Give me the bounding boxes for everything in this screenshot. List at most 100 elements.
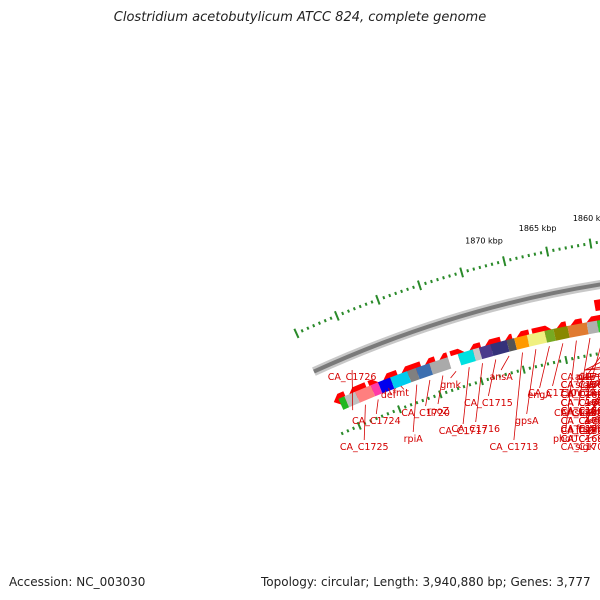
cog-segment	[407, 368, 420, 383]
ruler-minor-tick	[347, 309, 350, 313]
gene-leader-line	[526, 349, 537, 415]
ruler-minor-tick	[341, 311, 345, 316]
ruler-major-tick	[545, 246, 550, 257]
gene-leader-line	[412, 384, 418, 433]
gene-label: CA_C1680	[561, 424, 600, 435]
ruler-minor-tick	[442, 276, 445, 280]
ruler-minor-tick	[317, 321, 321, 325]
gene-label: CA_C1694	[561, 406, 600, 417]
inner-ruler-tick	[450, 388, 454, 393]
inner-ruler-tick	[492, 375, 496, 380]
gene-leader-line	[539, 346, 550, 389]
genome-title: Clostridium acetobutylicum ATCC 824, com…	[113, 10, 487, 25]
gene-label: CA_C1713	[490, 442, 539, 453]
gene-leader-line	[552, 343, 564, 387]
ruler-minor-tick	[527, 253, 531, 258]
inner-ruler-tick	[427, 396, 431, 401]
inner-ruler-tick	[438, 390, 443, 399]
gene-leader-line	[450, 371, 457, 379]
inner-ruler-tick	[356, 421, 362, 430]
gene-label: sigE	[575, 380, 595, 391]
gene-label: CA_C1699	[561, 390, 600, 401]
gene-leader-line	[400, 385, 405, 390]
kbp-label: 1870 kbp	[465, 237, 503, 246]
cog-segment	[378, 377, 395, 394]
cog-segment	[514, 335, 530, 350]
gene-label: CA_C1701	[561, 442, 600, 453]
cog-segment	[586, 320, 599, 335]
ruler-minor-tick	[382, 295, 386, 300]
inner-ruler-tick	[433, 394, 436, 399]
ruler-minor-tick	[436, 277, 439, 282]
inner-ruler-tick	[474, 381, 478, 385]
ruler-minor-tick	[412, 285, 415, 290]
cog-segment	[370, 382, 383, 397]
gene-label: sigG	[575, 408, 596, 419]
gene-label: CA_C1679	[561, 398, 600, 409]
inner-ruler-tick	[403, 405, 407, 409]
gene-leader-line	[513, 352, 523, 441]
gene-leader-line	[437, 375, 444, 405]
gene-label: CA_C1682	[561, 380, 600, 391]
gene-leader-line	[363, 404, 366, 441]
ruler-major-tick	[588, 238, 593, 249]
inner-ruler-tick	[534, 365, 538, 369]
inner-ruler-tick	[468, 383, 472, 387]
accession-label: Accession: NC_003030	[9, 575, 146, 589]
gene-label: gmk	[440, 380, 461, 391]
genome-ring	[313, 282, 600, 374]
ruler-major-tick	[502, 256, 507, 267]
gene-leader-line	[577, 337, 591, 407]
gene-arrow	[593, 299, 600, 312]
gene-label: ftsZ	[576, 426, 595, 437]
ruler-minor-tick	[430, 279, 433, 284]
gene-leader-line	[462, 367, 470, 425]
gene-label: ansA	[489, 372, 513, 383]
gene-label: CA_C1708	[554, 408, 600, 419]
inner-ruler-tick	[564, 355, 568, 365]
cog-segment	[415, 363, 434, 380]
gene-label: CA_C1705	[561, 426, 600, 437]
gene-label: engA	[527, 390, 552, 401]
gene-leader-line	[425, 379, 431, 407]
gene-leader-line	[351, 369, 354, 411]
ruler-minor-tick	[406, 287, 409, 292]
gene-leader-line	[584, 347, 600, 405]
inner-ruler-tick	[421, 398, 425, 403]
cog-band	[338, 320, 600, 410]
cog-segment	[457, 349, 476, 366]
inner-ruler-tick	[583, 354, 586, 358]
gene-leader-line	[584, 398, 600, 423]
inner-ruler-tick	[386, 412, 390, 416]
inner-ruler-tick	[540, 363, 544, 367]
inner-ruler-tick	[577, 355, 580, 360]
inner-ruler-tick	[528, 366, 532, 370]
cog-segment	[596, 320, 600, 333]
ruler-minor-tick	[539, 251, 543, 255]
gene-label: CA_C1697	[561, 434, 600, 445]
inner-ruler-tick	[456, 386, 460, 391]
cog-segment	[506, 338, 517, 352]
inner-ruler-tick	[486, 377, 490, 382]
gene-label: CA_C1702	[561, 372, 600, 383]
gene-label: CA_C1707	[561, 406, 600, 417]
inner-ruler-tick	[462, 384, 466, 389]
ruler-minor-tick	[400, 289, 404, 294]
inner-ruler-tick	[374, 416, 378, 421]
gene-label: CA_C1691	[561, 398, 600, 409]
cog-segment	[344, 391, 360, 408]
inner-ruler-tick	[444, 390, 448, 395]
gene-leader-line	[584, 392, 600, 425]
cog-segment	[490, 340, 510, 356]
gene-label: CA_C1715	[464, 398, 513, 409]
cog-segment	[472, 347, 483, 361]
ruler-minor-tick	[352, 307, 356, 311]
gene-label: def	[381, 390, 397, 401]
gene-label: CA_C1686	[561, 388, 600, 399]
cog-segment	[567, 322, 589, 338]
gene-labels	[351, 337, 600, 441]
inner-ruler-tick	[521, 365, 526, 374]
gene-label: fmt	[393, 388, 410, 399]
ruler-minor-tick	[533, 252, 537, 256]
